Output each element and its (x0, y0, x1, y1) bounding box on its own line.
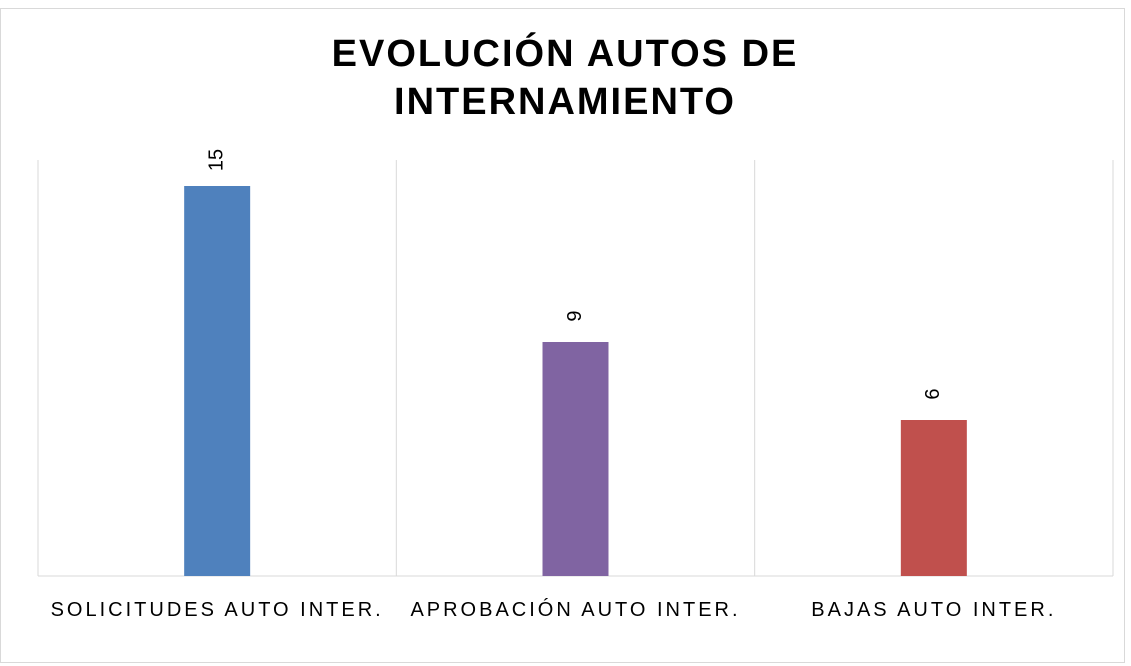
data-label: 15 (205, 149, 227, 171)
chart-title: EVOLUCIÓN AUTOS DE INTERNAMIENTO (331, 33, 799, 123)
data-label: 6 (922, 388, 944, 399)
x-tick-label: BAJAS AUTO INTER. (811, 599, 1057, 621)
bar (542, 342, 609, 576)
chart-frame (0, 8, 1125, 663)
x-tick-label: APROBACIÓN AUTO INTER. (410, 599, 741, 621)
bar (900, 420, 967, 576)
data-label: 9 (564, 310, 586, 321)
bar (184, 186, 251, 576)
x-tick-label: SOLICITUDES AUTO INTER. (50, 599, 384, 621)
